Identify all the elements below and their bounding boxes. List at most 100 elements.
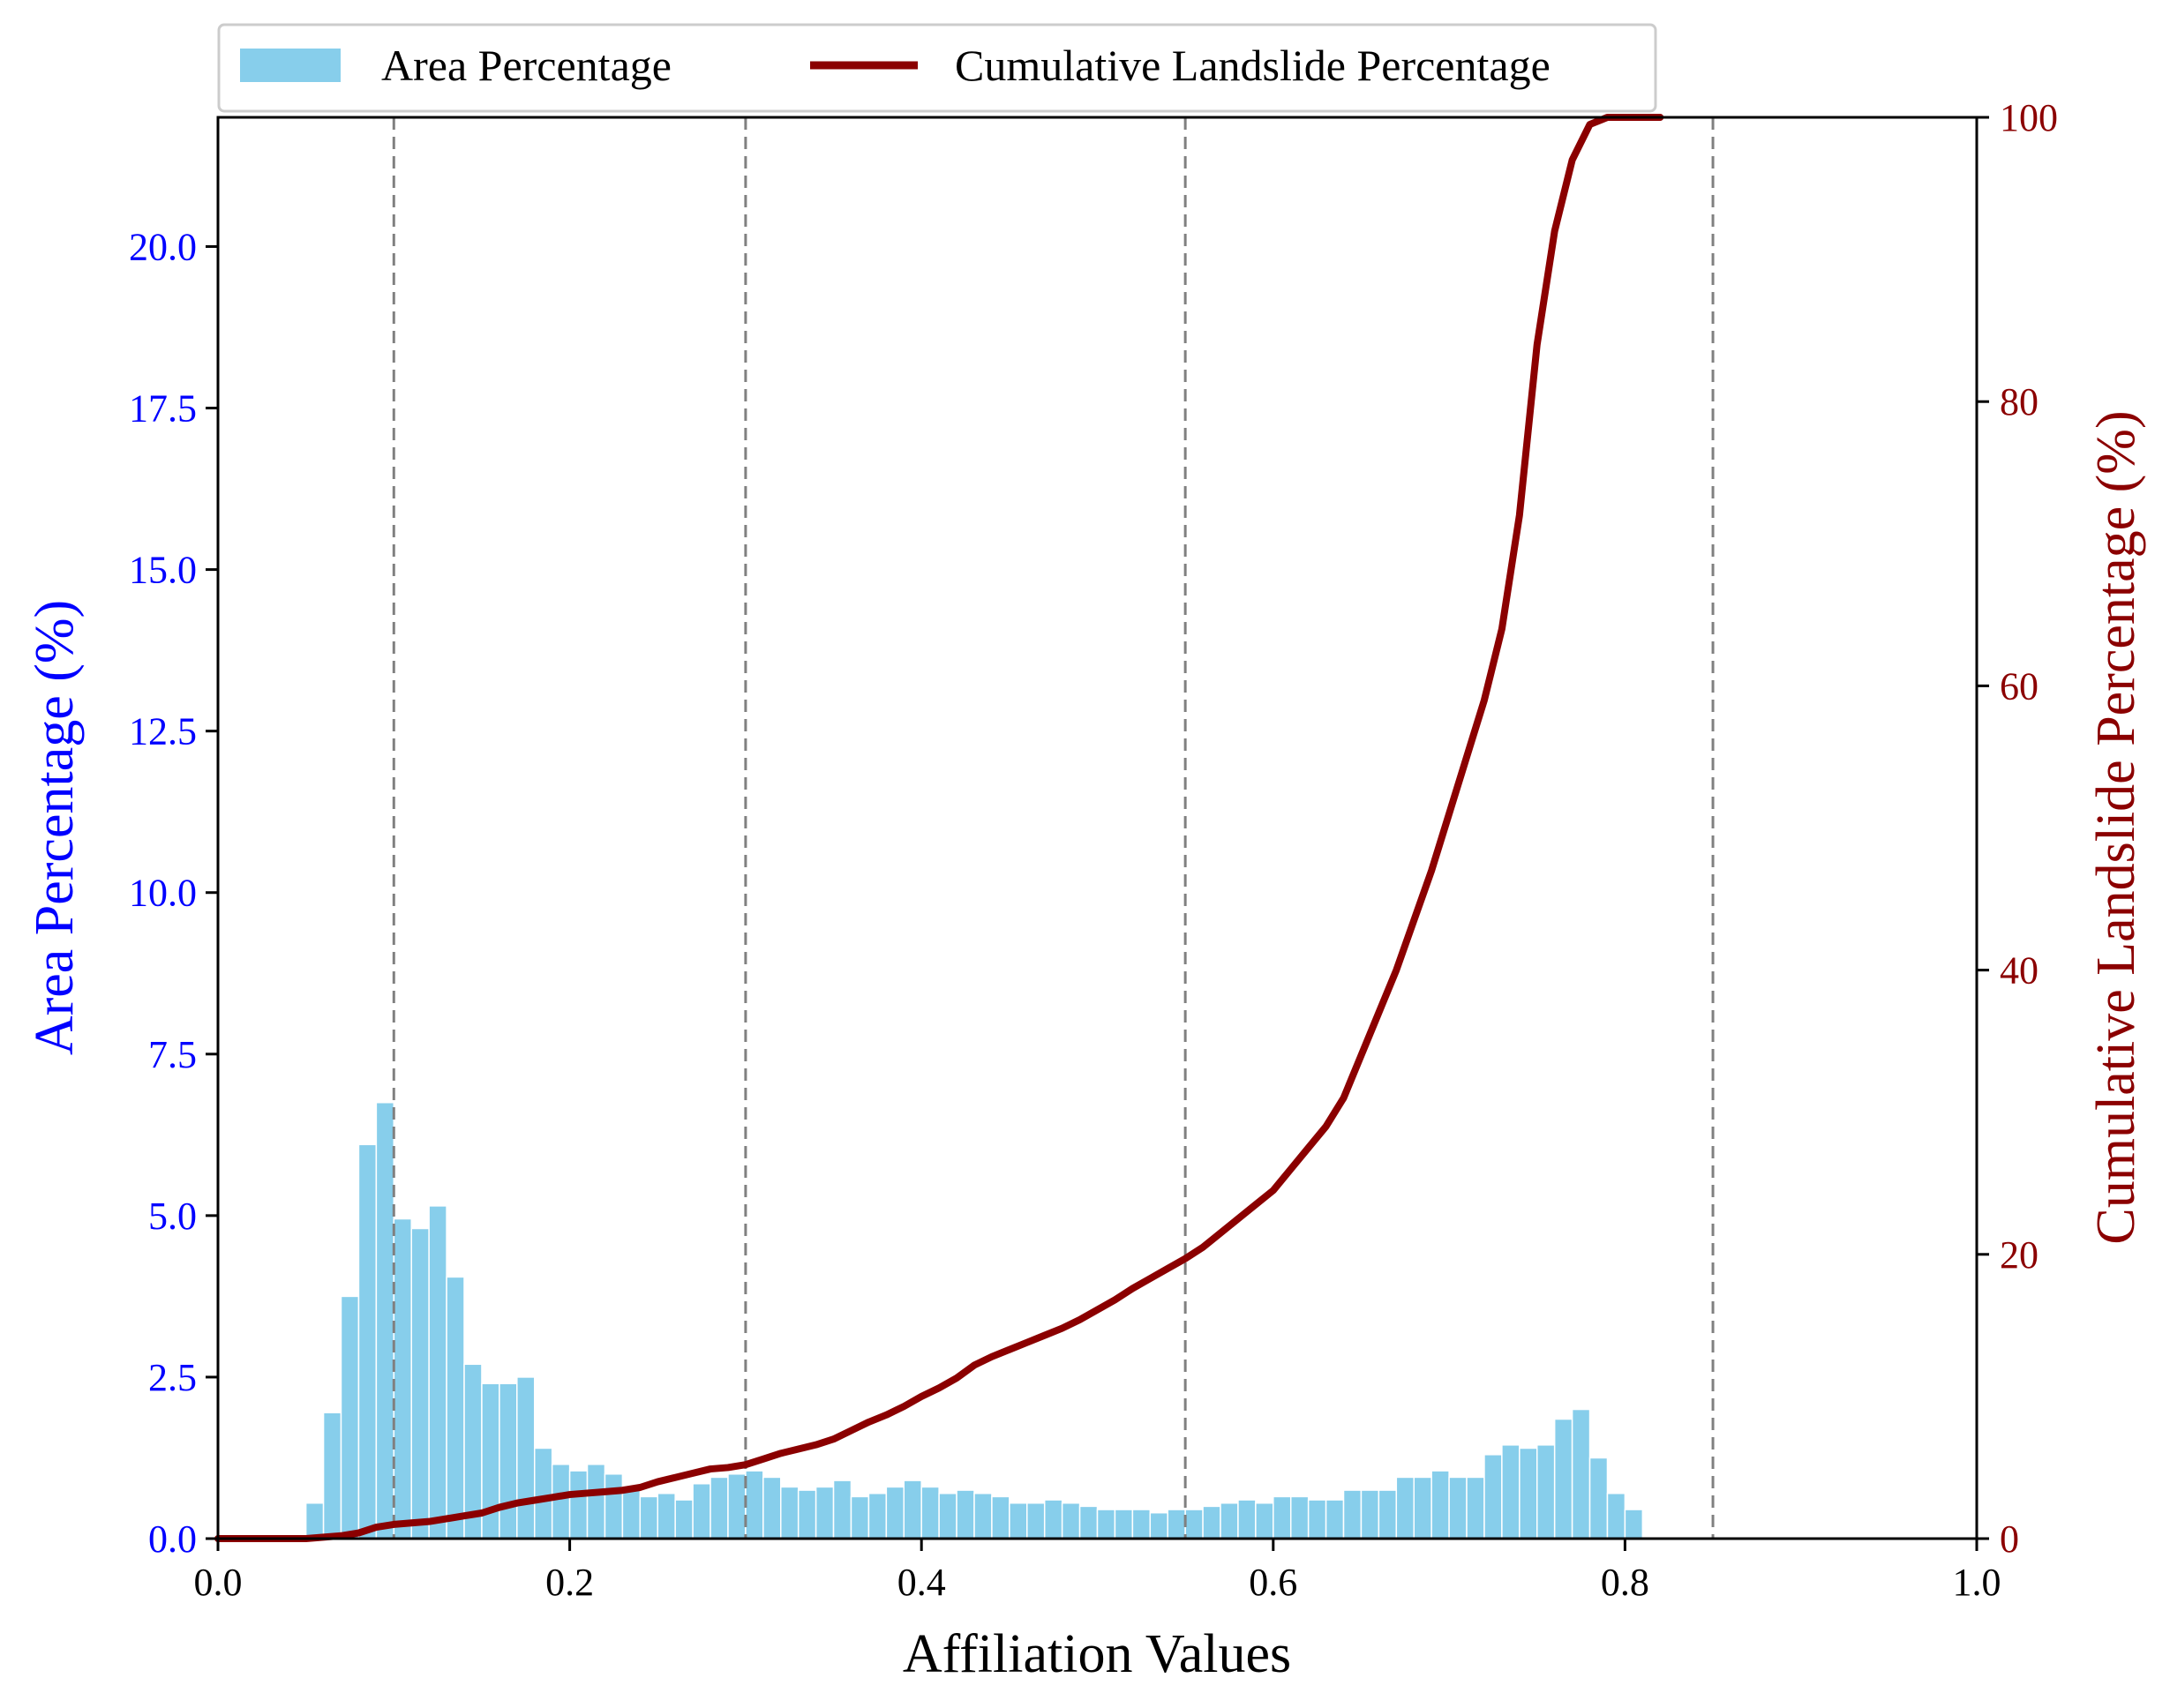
bar [516,1376,536,1539]
bar [1096,1509,1116,1539]
bar [1026,1502,1046,1539]
left-y-tick-label: 12.5 [129,710,197,753]
bar [727,1473,747,1539]
bar [1466,1476,1485,1539]
legend: Area Percentage Cumulative Landslide Per… [217,23,1657,113]
legend-label-cumulative: Cumulative Landslide Percentage [955,41,1551,90]
bar [1483,1454,1503,1539]
bar [850,1495,870,1539]
bar [903,1480,922,1539]
bar [1273,1495,1292,1539]
legend-box [217,23,1657,113]
bar [1448,1476,1468,1539]
bar [1606,1492,1626,1539]
bar [1571,1408,1591,1539]
bar [1360,1489,1380,1539]
bar [621,1489,642,1539]
right-y-tick-label: 40 [2000,949,2039,993]
right-y-tick-label: 20 [2000,1233,2039,1277]
left-y-axis-label: Area Percentage (%) [25,600,85,1055]
bar [340,1295,360,1539]
bar [920,1486,940,1539]
right-y-axis-ticks: 0 20 40 60 80 100 [1977,96,2058,1561]
bar [780,1486,800,1539]
left-y-axis-ticks: 0.0 2.5 5.0 7.5 10.0 12.5 15.0 17.5 20.0 [129,225,218,1561]
bar [499,1382,518,1539]
x-tick-label: 0.6 [1249,1561,1297,1604]
bar-series [304,1101,1644,1539]
bar [393,1217,412,1539]
bar [1202,1505,1221,1539]
bar [1255,1502,1274,1539]
right-y-tick-label: 0 [2000,1517,2019,1561]
bar [973,1492,993,1539]
bar [1184,1509,1204,1539]
bar [1061,1502,1081,1539]
left-y-tick-label: 15.0 [129,549,197,592]
x-tick-label: 1.0 [1953,1561,2001,1604]
bar [1009,1502,1028,1539]
bar [639,1495,659,1539]
bar [692,1483,711,1539]
bar [956,1489,975,1539]
cumulative-line [214,114,1664,1542]
bar [1553,1418,1573,1539]
legend-label-area: Area Percentage [381,41,672,90]
bar [1342,1489,1363,1539]
bar [1307,1499,1327,1539]
reference-lines [392,117,1715,1539]
bar [1624,1509,1644,1539]
right-y-tick-label: 80 [2000,380,2039,423]
bar [1220,1502,1239,1539]
bar [304,1502,325,1539]
x-tick-label: 0.0 [194,1561,243,1604]
right-y-tick-label: 60 [2000,664,2039,708]
legend-bar-swatch [240,49,341,82]
bar [745,1470,764,1539]
bar [410,1227,430,1539]
bar [1149,1511,1168,1539]
bar [1078,1505,1099,1539]
bar [446,1276,465,1539]
bar [568,1470,589,1539]
bar [1237,1499,1257,1539]
bar [991,1495,1010,1539]
bar [1131,1509,1152,1539]
bar [674,1499,694,1539]
bar [657,1492,676,1539]
bar [586,1464,606,1539]
left-y-tick-label: 2.5 [148,1356,197,1399]
line-series [214,114,1664,1542]
bar [797,1489,817,1539]
left-y-tick-label: 5.0 [148,1195,197,1238]
right-y-axis-label: Cumulative Landslide Percentage (%) [2086,410,2146,1244]
bar [1289,1495,1310,1539]
bar [832,1480,852,1539]
bar [1588,1457,1609,1539]
bar [1167,1509,1186,1539]
bar [710,1476,729,1539]
bar [357,1143,378,1539]
bar [1536,1444,1556,1539]
bar [551,1464,571,1539]
left-y-tick-label: 10.0 [129,872,197,915]
bar [815,1486,835,1539]
bar [375,1101,395,1539]
bar [1413,1476,1432,1539]
x-axis-label: Affiliation Values [903,1624,1291,1684]
bar [533,1447,553,1539]
bar [1430,1470,1450,1539]
plot-frame [216,116,1979,1540]
left-y-tick-label: 0.0 [148,1517,197,1561]
bar [428,1205,447,1539]
bar [885,1486,905,1539]
bar [1519,1447,1538,1539]
bar [1501,1444,1521,1539]
bar [938,1492,957,1539]
x-tick-label: 0.2 [545,1561,594,1604]
bar [322,1412,342,1539]
left-y-tick-label: 17.5 [129,387,197,431]
bar [604,1473,624,1539]
bar [1378,1489,1398,1539]
